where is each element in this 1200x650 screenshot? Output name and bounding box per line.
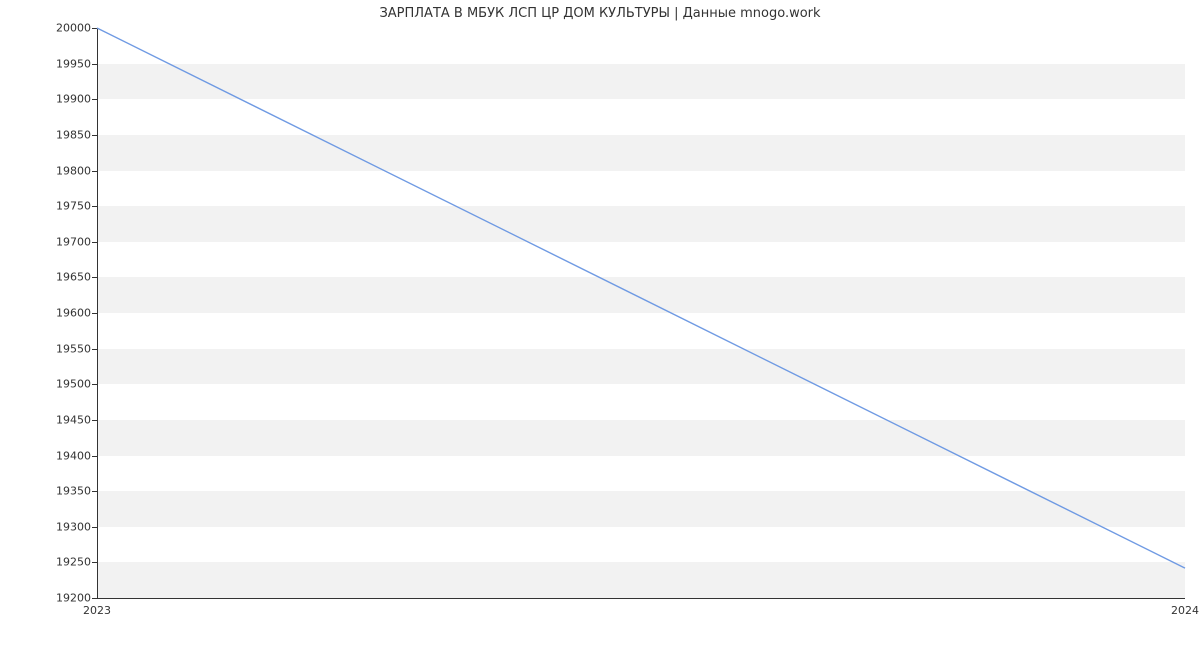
chart-title: ЗАРПЛАТА В МБУК ЛСП ЦР ДОМ КУЛЬТУРЫ | Да… <box>0 6 1200 21</box>
y-tick-label: 19300 <box>56 520 91 533</box>
y-tick-label: 19450 <box>56 413 91 426</box>
y-tick-label: 19200 <box>56 592 91 605</box>
y-tick-label: 20000 <box>56 22 91 35</box>
y-tick-label: 19950 <box>56 57 91 70</box>
y-tick-label: 19250 <box>56 556 91 569</box>
y-tick-label: 19700 <box>56 235 91 248</box>
y-tick-label: 19750 <box>56 200 91 213</box>
x-tick-label: 2024 <box>1171 604 1199 617</box>
y-tick-label: 19550 <box>56 342 91 355</box>
y-tick-label: 19900 <box>56 93 91 106</box>
y-tick-label: 19650 <box>56 271 91 284</box>
y-tick-label: 19400 <box>56 449 91 462</box>
x-tick-label: 2023 <box>83 604 111 617</box>
y-tick-label: 19800 <box>56 164 91 177</box>
x-axis-spine <box>97 598 1185 599</box>
plot-area: 1920019250193001935019400194501950019550… <box>97 28 1185 598</box>
y-tick-label: 19350 <box>56 485 91 498</box>
y-tick-label: 19850 <box>56 128 91 141</box>
y-tick-label: 19500 <box>56 378 91 391</box>
y-tick-label: 19600 <box>56 307 91 320</box>
line-series <box>97 28 1185 598</box>
